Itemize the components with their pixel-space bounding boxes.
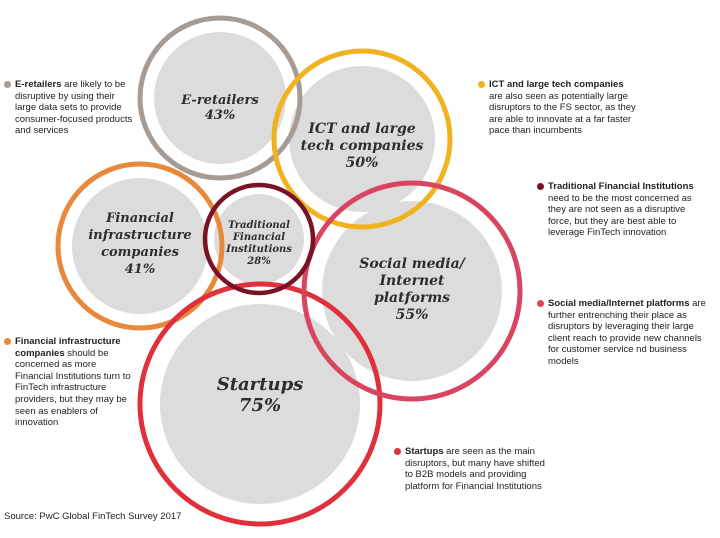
bubble-value-fin_infra: 41%: [125, 262, 155, 277]
bubble-fill-social: [322, 201, 502, 381]
annotation-social-body: are further entrenching their place as d…: [548, 298, 706, 367]
bubble-value-social: 55%: [396, 307, 429, 323]
annotation-fin-infra-body: should be concerned as more Financial In…: [15, 347, 131, 429]
bubble-fill-traditional: [214, 194, 304, 284]
bubble-fill-ict: [289, 66, 435, 212]
bubble-label-startups-0: Startups: [217, 374, 304, 395]
bubble-label-fin_infra-0: Financial: [105, 211, 174, 226]
source-note: Source: PwC Global FinTech Survey 2017: [4, 511, 182, 522]
eretailers-bullet-dot: [4, 81, 11, 88]
bubble-value-ict: 50%: [346, 155, 379, 171]
bubble-label-fin_infra-1: infrastructure: [88, 228, 191, 243]
annotation-ict: ICT and large tech companies are also se…: [478, 79, 636, 137]
bubble-label-social-2: platforms: [374, 290, 450, 306]
annotation-eretailers: E-retailers are likely to be disruptive …: [4, 79, 134, 137]
annotation-social-title: Social media/Internet platforms: [548, 298, 690, 309]
bubble-label-ict-1: tech companies: [301, 138, 424, 154]
bubble-label-social-1: Internet: [378, 273, 445, 289]
bubble-ring-fin_infra: [55, 161, 225, 331]
bubble-fill-startups: [160, 304, 360, 504]
annotation-traditional-title: Traditional Financial Institutions: [548, 181, 694, 192]
bubble-ring-ict: [271, 48, 453, 230]
bubble-ring-social: [301, 180, 523, 402]
annotation-social: Social media/Internet platforms are furt…: [537, 298, 709, 368]
annotation-startups-title: Startups: [405, 446, 444, 457]
bubble-label-traditional-0: Traditional: [228, 220, 290, 231]
annotation-startups-body: are seen as the main disruptors, but man…: [405, 446, 545, 492]
bubble-fill-fin_infra: [72, 178, 208, 314]
bubble-value-traditional: 28%: [246, 256, 271, 267]
bubble-ring-traditional: [202, 182, 316, 296]
annotation-ict-body: are also seen as potentially large disru…: [489, 90, 636, 137]
bubble-label-traditional-1: Financial: [232, 232, 285, 243]
annotation-fin-infra-title: Financial infrastructure companies: [15, 336, 121, 359]
bubble-ring-startups: [137, 281, 383, 527]
bubble-label-ict-0: ICT and large: [307, 121, 415, 137]
bubble-fills: [72, 32, 502, 504]
bubble-label-traditional-2: Institutions: [225, 244, 292, 255]
traditional-bullet-dot: [537, 183, 544, 190]
annotation-eretailers-title: E-retailers: [15, 79, 62, 90]
ict-bullet-dot: [478, 81, 485, 88]
bubble-value-eretailers: 43%: [205, 108, 235, 123]
bubble-value-startups: 75%: [239, 395, 281, 416]
fin-infra-bullet-dot: [4, 338, 11, 345]
bubble-ring-eretailers: [137, 15, 303, 181]
annotation-fin-infra: Financial infrastructure companies shoul…: [4, 336, 134, 429]
annotation-traditional: Traditional Financial Institutions need …: [537, 181, 707, 239]
bubble-rings: [55, 15, 523, 527]
bubble-fill-eretailers: [154, 32, 286, 164]
annotation-eretailers-body: are likely to be disruptive by using the…: [15, 79, 133, 137]
annotation-startups: Startups are seen as the main disruptors…: [394, 446, 554, 492]
annotation-ict-title: ICT and large tech companies: [489, 79, 624, 90]
annotation-traditional-body: need to be the most concerned as they ar…: [548, 192, 692, 239]
social-bullet-dot: [537, 300, 544, 307]
bubble-label-social-0: Social media/: [359, 256, 466, 272]
bubble-label-fin_infra-2: companies: [101, 245, 180, 260]
startups-bullet-dot: [394, 448, 401, 455]
bubble-label-eretailers-0: E-retailers: [180, 93, 259, 108]
